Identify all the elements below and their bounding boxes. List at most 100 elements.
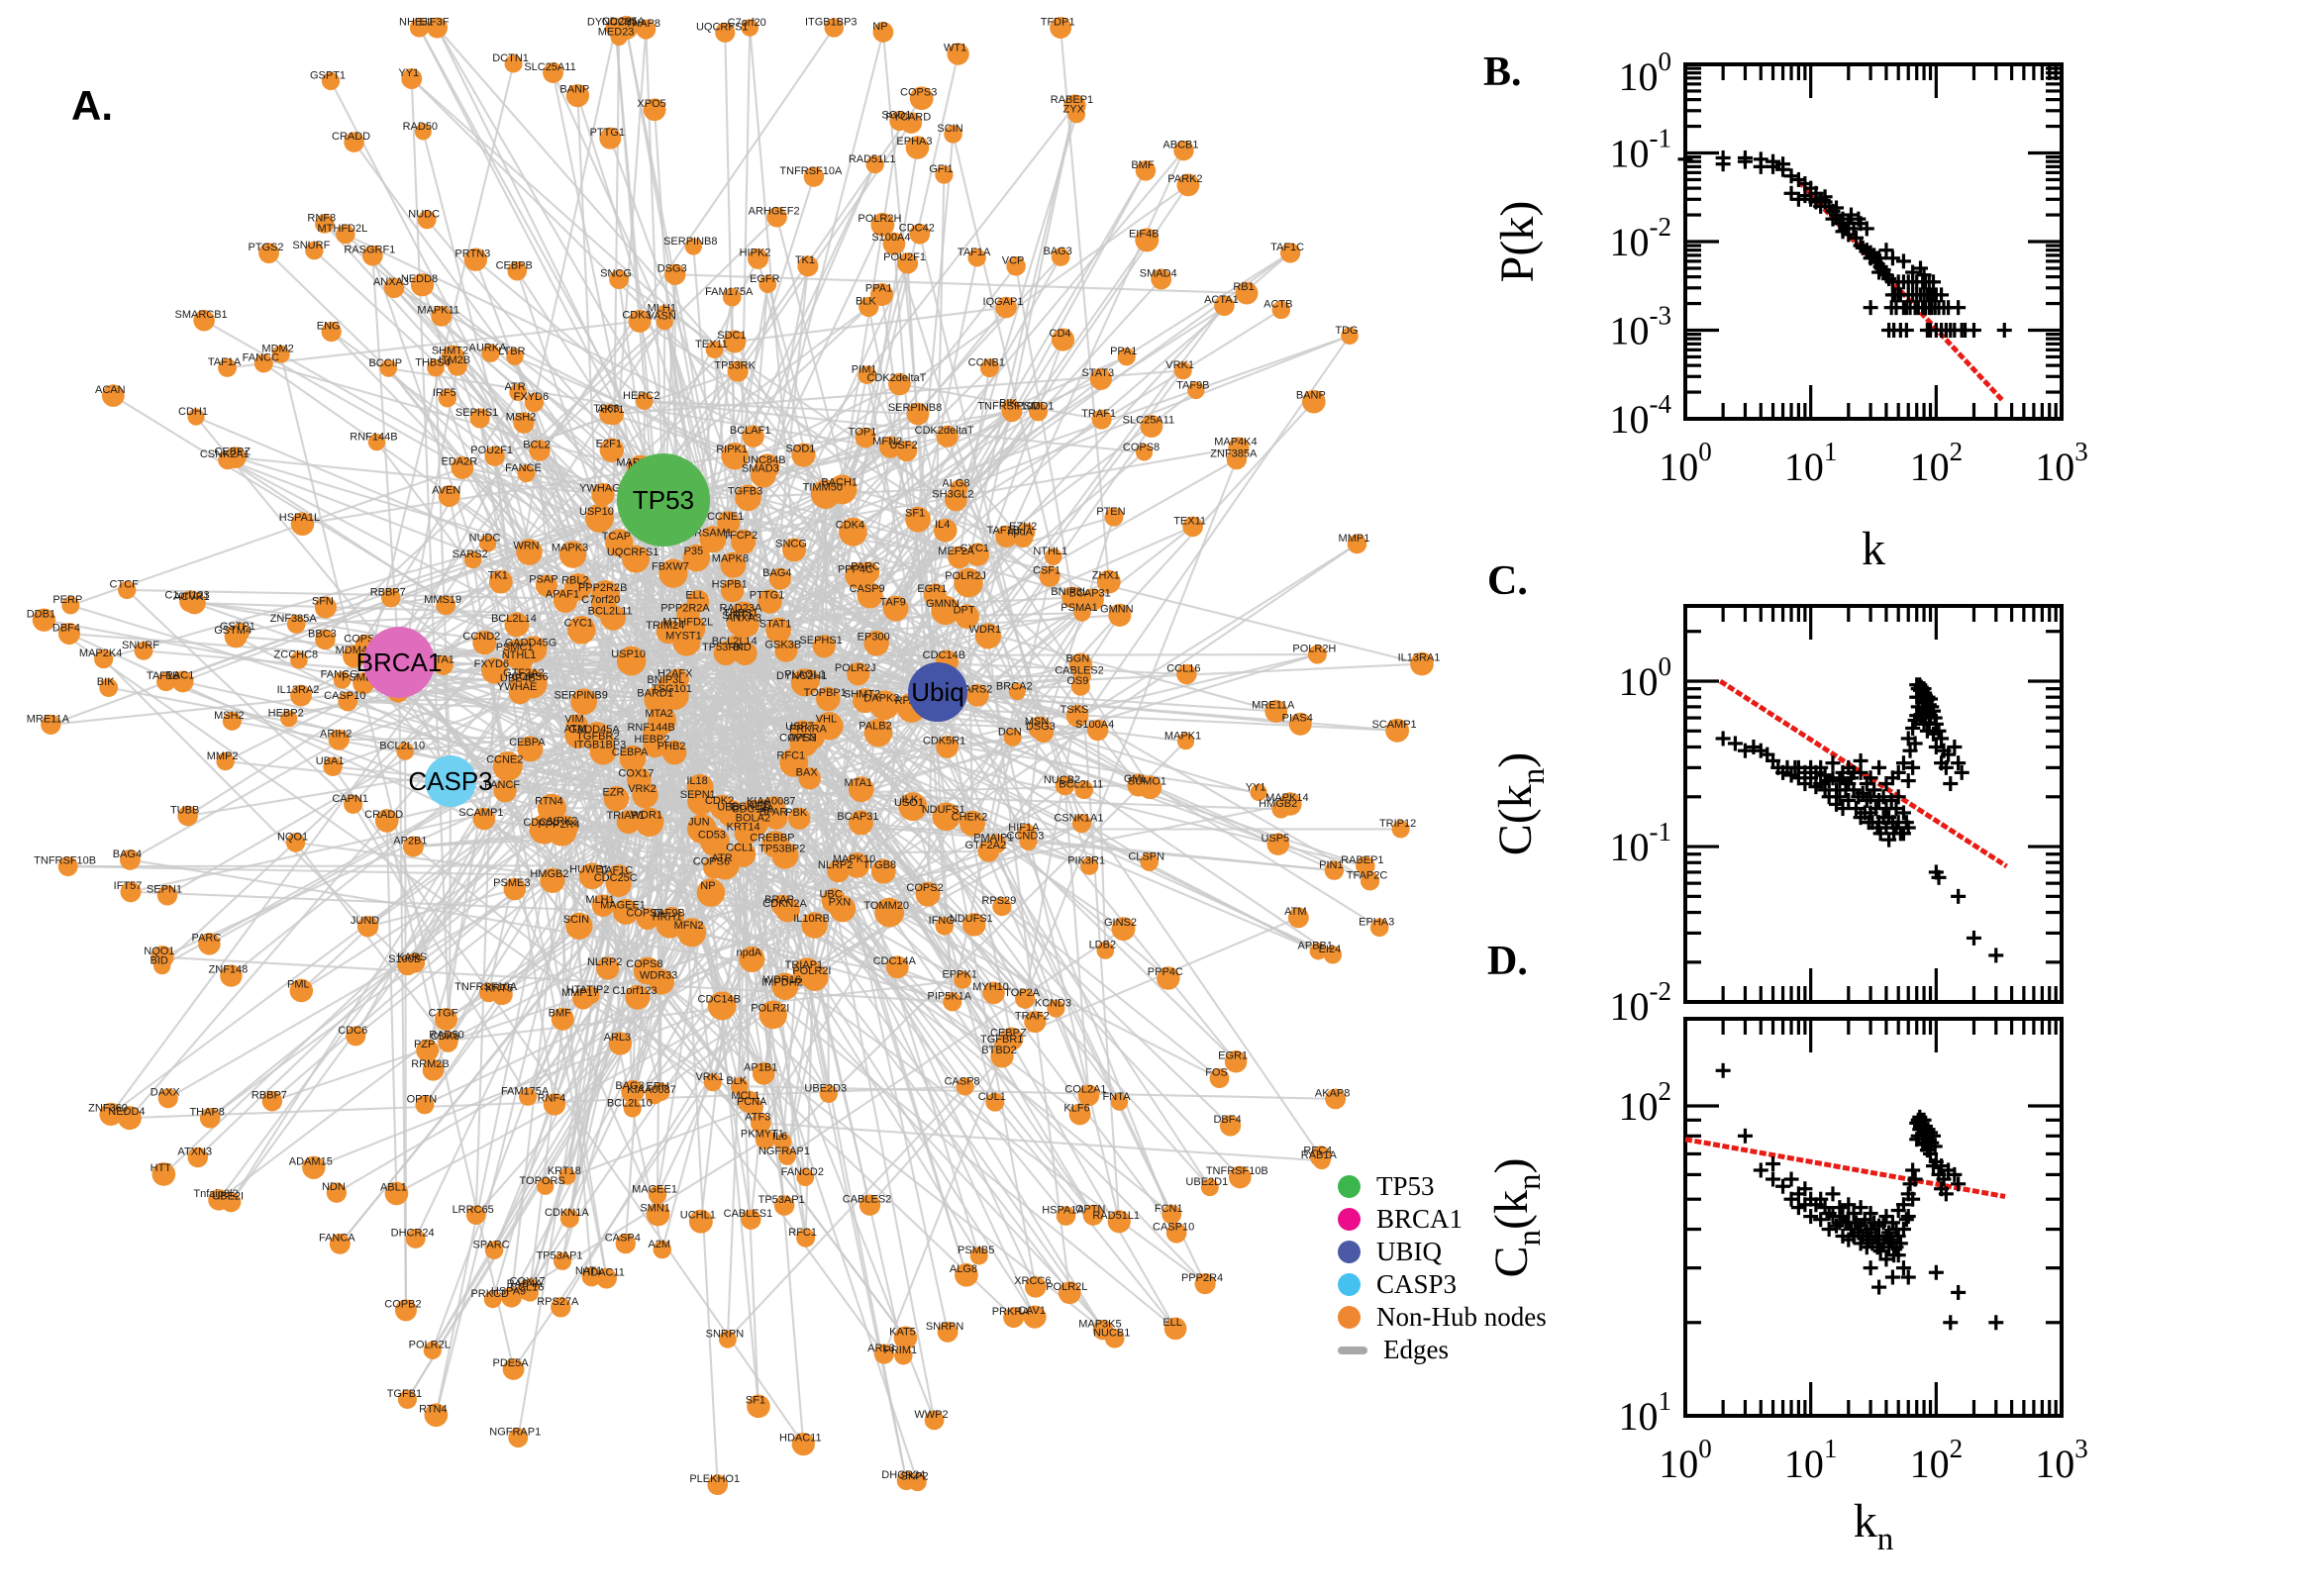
network-node-label: THAP8 (189, 1107, 224, 1119)
network-node-label: SH3GL2 (932, 488, 973, 500)
network-node (323, 756, 343, 777)
data-points (1677, 150, 2012, 338)
network-node-label: SLC25A11 (1123, 415, 1174, 427)
data-point (1907, 1171, 1923, 1187)
network-edge (187, 690, 939, 818)
network-node (741, 1209, 761, 1230)
network-node (979, 358, 999, 378)
network-node (567, 616, 596, 645)
network-node (672, 628, 701, 656)
network-node-label: STAT3 (1082, 367, 1115, 379)
network-node-label: PPP2R2B (578, 582, 628, 594)
data-point (1829, 1218, 1845, 1234)
network-node-label: MAP2K4 (79, 648, 122, 659)
network-edge (946, 436, 1083, 825)
network-node (829, 895, 857, 923)
network-node-label: NUCB1 (1093, 1327, 1130, 1339)
network-nodes (32, 16, 1434, 1495)
network-node-label: MTA1 (845, 777, 873, 789)
data-point (1832, 1200, 1848, 1216)
data-point (1813, 1212, 1829, 1228)
network-node (755, 1129, 776, 1149)
network-node-label: RAD50 (403, 121, 438, 133)
network-node-label: KRT14 (727, 821, 760, 833)
network-edge (888, 612, 1083, 914)
network-node-label: IFNG (929, 915, 955, 927)
hub-node-ubiq (908, 662, 967, 722)
network-node-label: NGFRAP1 (758, 1146, 810, 1157)
network-node-label: FANCD2 (781, 1166, 824, 1178)
network-edge (544, 828, 1036, 1024)
network-node (1162, 1204, 1182, 1225)
network-edge (1010, 916, 1299, 1041)
network-node (1082, 1204, 1104, 1226)
network-node-label: PARK2 (1167, 173, 1202, 185)
network-node-label: RBL2 (561, 574, 589, 586)
network-node (397, 954, 419, 976)
network-node (730, 841, 757, 867)
network-node (415, 1095, 435, 1115)
network-node-label: DDB1 (27, 608, 55, 620)
network-node (1228, 1165, 1252, 1189)
data-point (1829, 200, 1845, 216)
legend-label: TP53 (1376, 1171, 1435, 1201)
network-node (863, 718, 893, 748)
network-edge (1024, 458, 1238, 1000)
network-node-label: TIMM50 (803, 481, 843, 493)
network-node (570, 688, 597, 716)
network-node (603, 405, 624, 426)
y-axis-label: P(k) (1491, 201, 1544, 283)
network-node (656, 674, 680, 698)
network-node (218, 449, 238, 470)
network-node (735, 484, 761, 512)
network-node-label: DBF4 (1213, 1114, 1241, 1126)
network-node-label: TK1 (795, 254, 815, 266)
network-node (553, 588, 578, 613)
data-point (1895, 755, 1911, 771)
network-node (848, 810, 873, 836)
network-node (676, 602, 700, 627)
network-node (326, 1182, 348, 1203)
network-node (1151, 268, 1172, 290)
data-point (1895, 1197, 1911, 1213)
network-node (727, 360, 749, 382)
data-point (1832, 773, 1848, 789)
network-node (565, 714, 588, 737)
y-tick-labels: 100 10-1 10-2 10-3 10-4 (1610, 47, 1672, 442)
network-node-label: MMP1 (1339, 533, 1370, 545)
network-node (915, 881, 941, 907)
network-node-label: UBE2D1 (1185, 1176, 1228, 1188)
network-node (599, 127, 622, 150)
network-node (758, 1000, 788, 1030)
network-node-label: PSME3 (493, 877, 530, 889)
network-node-label: PARC (192, 933, 222, 945)
network-node-label: Tnfaip8l2 (193, 1188, 238, 1200)
network-node (865, 154, 884, 174)
network-node-label: SMN1 (640, 1203, 670, 1215)
network-node (290, 512, 315, 536)
network-node-label: FANCC (243, 352, 279, 364)
network-node (1039, 565, 1060, 587)
network-node-label: APAF1 (546, 589, 579, 601)
network-node (438, 1032, 458, 1052)
network-node-label: TNFRSF10B (1206, 1165, 1268, 1177)
network-node-label: AURKA (469, 342, 508, 353)
network-node (730, 1077, 749, 1096)
network-node-label: ITM2B (439, 354, 470, 366)
network-node-label: CDK4 (836, 520, 864, 532)
tick-label: 101 (1619, 1386, 1672, 1439)
network-node (857, 582, 883, 609)
network-node-label: WRN (513, 540, 539, 551)
network-edge (976, 553, 1071, 1293)
network-node-label: VASN (648, 311, 676, 323)
network-node-label: EZH2 (1009, 521, 1037, 533)
network-node-label: RTN4 (419, 1403, 448, 1415)
network-node-label: NUDC (469, 533, 501, 545)
panel-label-a: A. (71, 82, 113, 129)
network-node-label: TP53RK (702, 642, 744, 653)
network-edge (162, 695, 676, 1175)
network-edge (674, 694, 1398, 732)
network-node-label: CDK5R1 (923, 736, 965, 748)
network-node (423, 1341, 442, 1359)
network-node-label: SMARCB1 (175, 309, 228, 321)
